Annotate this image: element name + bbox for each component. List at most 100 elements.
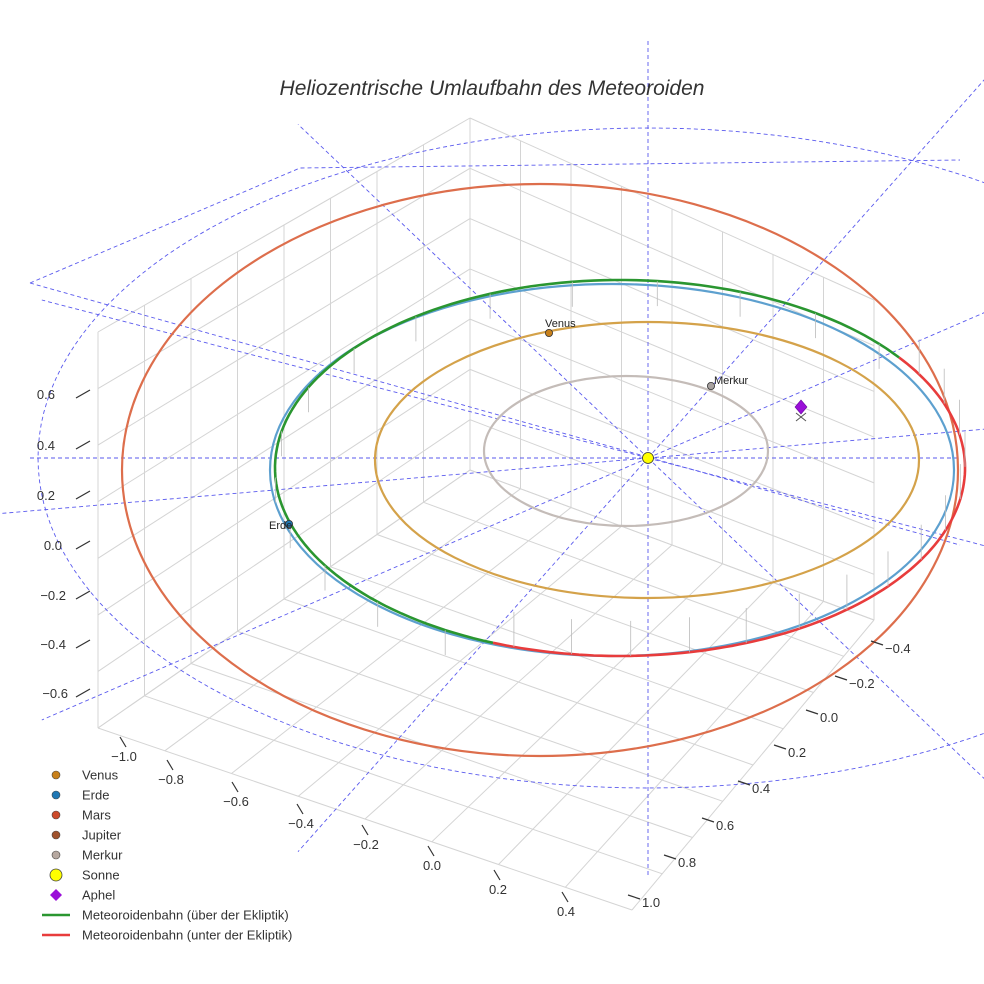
meteoroid-path-above — [273, 278, 900, 645]
tick-label-z: 0.2 — [37, 488, 55, 503]
gridline — [283, 598, 754, 766]
tick-mark-x — [231, 781, 239, 793]
legend-marker — [51, 770, 61, 780]
tick-label-y: 0.2 — [788, 745, 806, 760]
tick-label-y: −0.2 — [849, 676, 875, 691]
gridline — [469, 318, 875, 484]
legend-marker — [51, 810, 61, 820]
gridline — [469, 218, 875, 392]
legend-item: Sonne — [49, 868, 120, 883]
tick-label-y: −0.4 — [885, 641, 911, 656]
tick-mark-z — [75, 540, 91, 550]
aphel-marker — [794, 399, 808, 415]
tick-mark-y — [663, 854, 677, 860]
gridline — [330, 566, 784, 730]
ecliptic-reference — [0, 38, 984, 878]
body-erde — [284, 520, 293, 529]
tick-label-z: 0.6 — [37, 387, 55, 402]
legend-item: Mars — [51, 808, 111, 823]
gridline — [469, 117, 875, 301]
axis-ticks: 0.6 0.4 0.2 0.0 −0.2 −0.4 −0.6 −1.0 −0.8 −0.6 −0.4… — [37, 387, 911, 919]
tick-label-x: −0.4 — [288, 816, 314, 831]
legend-item: Jupiter — [51, 828, 122, 843]
ecliptic-spoke — [647, 457, 984, 779]
legend-item: Erde — [51, 788, 109, 803]
tick-label-x: 0.2 — [489, 882, 507, 897]
bodies: Venus Merkur Erde — [269, 318, 808, 532]
tick-mark-x — [427, 845, 435, 857]
orbit-merkur — [482, 374, 770, 528]
tick-mark-y — [627, 894, 641, 900]
gridline — [423, 501, 844, 657]
legend-label: Mars — [82, 808, 111, 823]
gridline — [190, 663, 693, 838]
gridline — [144, 695, 663, 875]
tick-mark-z — [75, 688, 91, 698]
tick-label-z: −0.6 — [42, 686, 68, 701]
tick-mark-x — [561, 891, 569, 903]
back-wall-grid — [469, 117, 875, 621]
gridline — [469, 268, 875, 438]
meteoroid-path-below — [492, 356, 967, 658]
ecliptic-spoke — [647, 457, 984, 547]
ecliptic-spoke — [297, 123, 649, 459]
tick-mark-z — [75, 639, 91, 649]
gridline — [97, 218, 471, 446]
floor-grid — [97, 469, 875, 911]
orbit-mars — [120, 182, 960, 758]
gridline — [97, 419, 471, 672]
gridline — [97, 318, 471, 559]
tick-label-x: −0.8 — [158, 772, 184, 787]
tick-label-y: 1.0 — [642, 895, 660, 910]
gridline — [376, 534, 814, 693]
tick-mark-y — [773, 744, 787, 750]
body-label-merkur: Merkur — [714, 375, 749, 387]
legend-marker — [51, 790, 61, 800]
legend-item: Meteoroidenbahn (unter der Ekliptik) — [42, 928, 292, 943]
tick-label-x: −0.6 — [223, 794, 249, 809]
ecliptic-plane-edge — [29, 282, 961, 546]
ecliptic-spoke — [647, 312, 984, 459]
tick-mark-z — [75, 490, 91, 500]
tick-mark-y — [701, 817, 715, 823]
ecliptic-spoke — [647, 79, 984, 459]
ecliptic-spoke — [41, 457, 649, 721]
tick-label-x: 0.0 — [423, 858, 441, 873]
gridline — [97, 469, 471, 729]
legend-marker — [51, 850, 61, 860]
scene-3d: Venus Merkur Erde 0.6 0.4 0.2 0.0 −0.2 −0.4 −0.6 −… — [0, 38, 984, 919]
legend: Venus Erde Mars Jupiter Merkur Sonne Aphel Mete… — [42, 768, 292, 943]
legend-label: Erde — [82, 788, 109, 803]
tick-mark-z — [75, 389, 91, 399]
legend-item: Aphel — [50, 888, 115, 903]
tick-mark-z — [75, 440, 91, 450]
gridline — [97, 117, 471, 333]
legend-marker — [50, 889, 62, 901]
tick-label-x: −1.0 — [111, 749, 137, 764]
legend-marker — [51, 830, 61, 840]
tick-label-x: −0.2 — [353, 837, 379, 852]
legend-label: Merkur — [82, 848, 123, 863]
tick-label-y: 0.8 — [678, 855, 696, 870]
tick-mark-y — [834, 675, 848, 681]
gridline — [237, 630, 723, 802]
tick-mark-y — [870, 640, 884, 646]
body-label-venus: Venus — [545, 318, 576, 330]
gridline — [97, 268, 471, 503]
tick-mark-x — [493, 869, 501, 881]
legend-label: Venus — [82, 768, 119, 783]
legend-item: Venus — [51, 768, 119, 783]
orbit-venus — [373, 320, 921, 600]
tick-label-z: −0.2 — [40, 588, 66, 603]
legend-marker — [49, 868, 63, 882]
tick-mark-z — [75, 590, 91, 600]
legend-item: Merkur — [51, 848, 123, 863]
legend-label: Meteoroidenbahn (über der Ekliptik) — [82, 908, 289, 923]
tick-label-y: 0.6 — [716, 818, 734, 833]
tick-mark-x — [296, 803, 304, 815]
tick-mark-x — [361, 824, 369, 836]
body-sonne — [642, 452, 654, 464]
legend-label: Aphel — [82, 888, 115, 903]
gridline — [97, 368, 471, 616]
